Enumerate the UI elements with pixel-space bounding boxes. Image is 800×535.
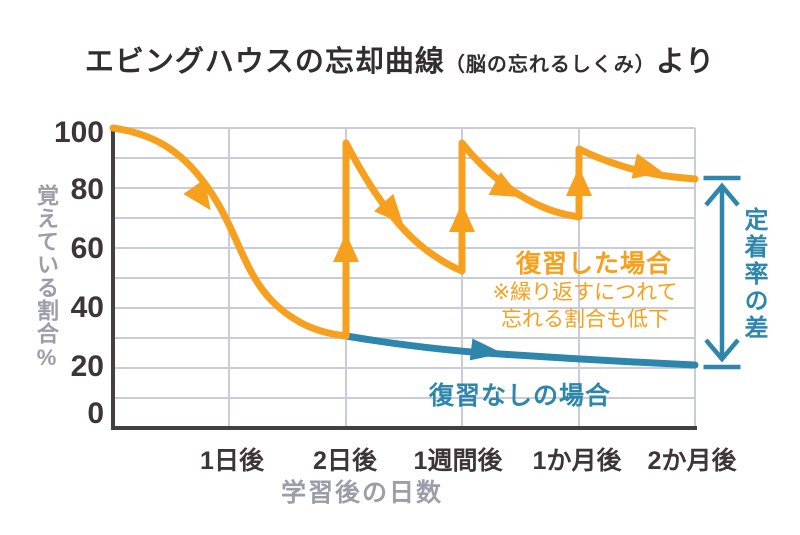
x-tick-label: 2か月後 [647,447,737,475]
curve-arrow-descent-2 [373,193,404,225]
x-tick-label: 1か月後 [532,447,622,475]
curve-arrow-descent-3 [488,171,521,198]
chart-title-suffix: より [655,46,716,78]
review-note: ※繰り返すにつれて 忘れる割合も低下 [455,279,715,333]
curve-direction-arrows [183,153,663,361]
curve-arrow-descent-4 [631,153,663,179]
retention-gap-label: 定着率の差 [740,207,767,342]
with-review-curve [109,124,699,340]
no-review-arrow [469,338,503,361]
chart-title-paren: （脳の忘れるしくみ） [444,54,656,76]
no-review-label: 復習なしの場合 [428,382,611,410]
chart-title-main: エビングハウスの忘却曲線 [84,46,445,78]
x-tick-label: 1日後 [200,447,264,475]
curve-arrow-descent-1 [183,179,211,211]
y-axis-label: 覚えている割合% [34,184,59,371]
retention-gap-double-arrow [703,175,741,370]
review-note-line1: ※繰り返すにつれて [492,281,678,304]
chart-title: エビングハウスの忘却曲線（脳の忘れるしくみ）より [0,38,800,80]
y-tick-label: 20 [70,350,104,383]
review-up-arrow-3 [566,167,592,196]
review-up-arrow-1 [333,233,359,262]
review-note-line2: 忘れる割合も低下 [501,308,669,331]
y-tick-label: 0 [87,397,104,430]
no-review-curve [342,332,699,369]
y-tick-label: 100 [53,116,104,149]
y-tick-label: 60 [70,232,104,265]
y-tick-label: 40 [70,291,104,324]
with-review-label: 復習した場合 [515,250,672,278]
y-tick-label: 80 [70,173,104,206]
x-tick-label: 1週間後 [413,447,503,475]
review-up-arrow-2 [449,203,475,232]
x-tick-label: 2日後 [313,447,377,475]
x-axis-label: 学習後の日数 [280,479,443,507]
